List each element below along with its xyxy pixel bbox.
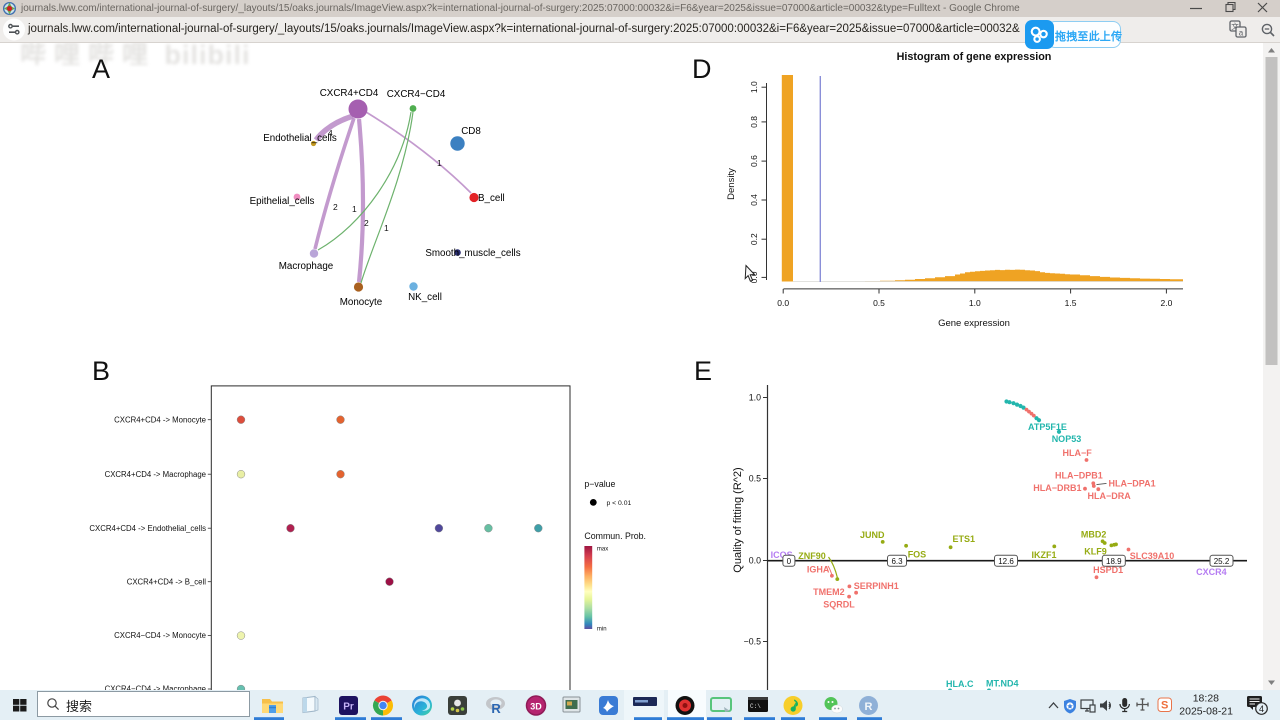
svg-text:CXCR4+CD4 -> Monocyte: CXCR4+CD4 -> Monocyte <box>114 415 206 424</box>
svg-text:R: R <box>491 701 501 716</box>
svg-text:S: S <box>1161 700 1168 712</box>
svg-text:Monocyte: Monocyte <box>340 297 383 308</box>
svg-text:0.0: 0.0 <box>749 271 759 283</box>
svg-text:Gene expression: Gene expression <box>938 318 1010 329</box>
svg-text:ATP5F1E: ATP5F1E <box>1028 422 1067 432</box>
svg-text:HLA−DRA: HLA−DRA <box>1088 491 1132 501</box>
svg-text:1.5: 1.5 <box>1065 298 1077 308</box>
svg-text:a: a <box>1239 29 1244 38</box>
svg-text:2025-08-21: 2025-08-21 <box>1179 706 1233 718</box>
svg-text:0: 0 <box>787 557 792 566</box>
svg-text:Endothelial_cells: Endothelial_cells <box>263 133 337 144</box>
svg-text:MT.ND4: MT.ND4 <box>986 679 1019 689</box>
svg-text:ETS1: ETS1 <box>953 534 976 544</box>
svg-text:CXCR4+CD4: CXCR4+CD4 <box>320 88 379 99</box>
svg-text:HLA−DPA1: HLA−DPA1 <box>1109 479 1156 489</box>
svg-text:Macrophage: Macrophage <box>279 261 334 272</box>
svg-text:D: D <box>692 54 712 84</box>
svg-text:C:\: C:\ <box>750 703 761 710</box>
svg-text:CXCR4−CD4 -> Monocyte: CXCR4−CD4 -> Monocyte <box>114 631 206 640</box>
svg-text:p−value: p−value <box>584 479 615 489</box>
svg-text:NK_cell: NK_cell <box>408 292 442 303</box>
svg-text:2: 2 <box>333 202 338 212</box>
svg-text:2: 2 <box>364 218 369 228</box>
svg-text:3D: 3D <box>530 702 542 712</box>
svg-text:SERPINH1: SERPINH1 <box>854 581 899 591</box>
svg-text:TMEM2: TMEM2 <box>813 587 845 597</box>
svg-text:SLC39A10: SLC39A10 <box>1130 551 1175 561</box>
svg-text:B_cell: B_cell <box>478 193 505 204</box>
svg-text:Histogram of gene expression: Histogram of gene expression <box>897 51 1052 63</box>
svg-text:1: 1 <box>437 158 442 168</box>
svg-text:1: 1 <box>352 204 357 214</box>
svg-text:0.4: 0.4 <box>749 194 759 206</box>
svg-text:1.0: 1.0 <box>749 393 761 403</box>
svg-text:18.9: 18.9 <box>1106 557 1122 566</box>
svg-text:min: min <box>597 627 607 633</box>
svg-text:IKZF1: IKZF1 <box>1032 550 1057 560</box>
svg-text:JUND: JUND <box>860 530 885 540</box>
svg-text:B: B <box>92 356 110 386</box>
svg-text:p < 0.01: p < 0.01 <box>607 500 632 507</box>
svg-text:文: 文 <box>1231 21 1239 31</box>
svg-text:0.0: 0.0 <box>749 556 761 566</box>
svg-text:HLA−F: HLA−F <box>1063 448 1093 458</box>
svg-text:HSPD1: HSPD1 <box>1093 565 1123 575</box>
svg-text:0.2: 0.2 <box>749 233 759 245</box>
svg-text:0.8: 0.8 <box>749 116 759 128</box>
svg-text:Commun. Prob.: Commun. Prob. <box>584 531 646 541</box>
svg-text:ICOS: ICOS <box>771 550 793 560</box>
svg-text:CXCR4+CD4 -> Endothelial_cells: CXCR4+CD4 -> Endothelial_cells <box>89 524 206 533</box>
svg-text:Smooth_muscle_cells: Smooth_muscle_cells <box>425 248 520 259</box>
svg-text:12.6: 12.6 <box>998 557 1014 566</box>
svg-text:0.0: 0.0 <box>777 298 789 308</box>
svg-text:CXCR4+CD4 -> Macrophage: CXCR4+CD4 -> Macrophage <box>105 470 206 479</box>
svg-text:MBD2: MBD2 <box>1081 530 1107 540</box>
svg-text:0.5: 0.5 <box>873 298 885 308</box>
svg-text:2.0: 2.0 <box>1160 298 1172 308</box>
svg-text:6.3: 6.3 <box>891 557 903 566</box>
svg-text:R: R <box>865 701 873 713</box>
svg-text:Epithelial_cells: Epithelial_cells <box>250 196 315 207</box>
svg-text:CXCR4+CD4 -> B_cell: CXCR4+CD4 -> B_cell <box>127 577 207 586</box>
svg-text:SQRDL: SQRDL <box>823 600 855 610</box>
svg-text:Density: Density <box>726 168 737 200</box>
svg-text:E: E <box>694 356 712 386</box>
svg-text:1: 1 <box>384 223 389 233</box>
svg-text:max: max <box>597 547 608 553</box>
svg-text:1.0: 1.0 <box>749 81 759 93</box>
svg-text:18:28: 18:28 <box>1193 693 1219 705</box>
svg-text:Quality of fitting (R^2): Quality of fitting (R^2) <box>732 467 744 572</box>
svg-text:CD8: CD8 <box>461 126 481 137</box>
svg-text:0.5: 0.5 <box>749 474 761 484</box>
svg-text:HLA.C: HLA.C <box>946 679 974 689</box>
svg-text:FOS: FOS <box>908 550 927 560</box>
svg-text:ZNF90: ZNF90 <box>798 551 826 561</box>
svg-text:CXCR4: CXCR4 <box>1196 567 1227 577</box>
svg-text:HLA−DRB1: HLA−DRB1 <box>1033 483 1081 493</box>
svg-text:4: 4 <box>328 128 333 138</box>
svg-text:HLA−DPB1: HLA−DPB1 <box>1055 471 1103 481</box>
svg-text:NOP53: NOP53 <box>1052 434 1082 444</box>
svg-text:CXCR4−CD4 -> Macrophage: CXCR4−CD4 -> Macrophage <box>105 685 206 690</box>
svg-text:−0.5: −0.5 <box>744 637 761 647</box>
svg-text:IGHA: IGHA <box>807 565 830 575</box>
svg-text:1.0: 1.0 <box>969 298 981 308</box>
svg-text:0.6: 0.6 <box>749 155 759 167</box>
svg-text:KLF9: KLF9 <box>1084 547 1107 557</box>
svg-text:A: A <box>92 54 110 84</box>
svg-text:25.2: 25.2 <box>1214 557 1230 566</box>
svg-text:4: 4 <box>1259 704 1264 714</box>
svg-text:CXCR4−CD4: CXCR4−CD4 <box>387 89 446 100</box>
svg-text:Pr: Pr <box>343 702 354 713</box>
